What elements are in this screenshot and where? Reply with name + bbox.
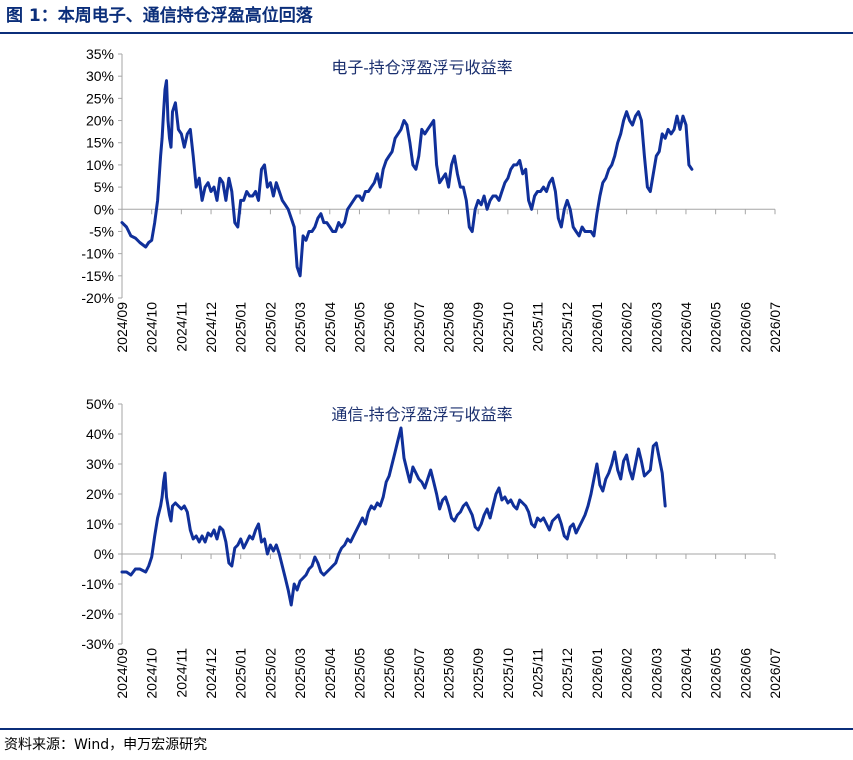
x-tick-label: 2025/06 — [381, 648, 397, 699]
y-tick-label: 0% — [94, 546, 114, 562]
y-tick-label: 25% — [86, 90, 114, 106]
x-tick-label: 2025/08 — [441, 302, 457, 353]
x-tick-label: 2025/04 — [322, 302, 338, 353]
y-tick-label: 20% — [86, 113, 114, 129]
x-tick-label: 2025/05 — [351, 302, 367, 353]
y-tick-label: -15% — [81, 268, 114, 284]
x-tick-label: 2025/06 — [381, 302, 397, 353]
x-tick-label: 2024/11 — [173, 302, 189, 352]
x-tick-label: 2026/06 — [737, 648, 753, 699]
x-tick-label: 2025/11 — [530, 648, 546, 698]
x-tick-label: 2025/12 — [559, 648, 575, 699]
x-tick-label: 2025/07 — [411, 648, 427, 699]
x-tick-label: 2026/02 — [619, 648, 635, 699]
chart-telecom: 通信-持仓浮盈浮亏收益率 -30% -20% -10% 0% 10% 20% 30% 40% 5… — [81, 396, 783, 699]
y-tick-label: -5% — [89, 223, 114, 239]
x-tick-label: 2025/02 — [262, 302, 278, 353]
x-axis: 2024/09 2024/10 2024/11 2024/12 2025/01 2025/… — [114, 208, 783, 353]
chart-electronics: 电子-持仓浮盈浮亏收益率 -20% -15% -10% -5% 0% 5% 10% 15% 20… — [81, 46, 783, 353]
x-tick-label: 2024/10 — [144, 648, 160, 699]
y-tick-label: 20% — [86, 486, 114, 502]
x-tick-label: 2025/08 — [441, 648, 457, 699]
y-tick-label: 10% — [86, 516, 114, 532]
y-tick-label: -20% — [81, 290, 114, 306]
x-tick-label: 2025/10 — [500, 648, 516, 699]
x-tick-label: 2025/07 — [411, 302, 427, 353]
top-rule — [0, 32, 853, 34]
y-tick-label: -30% — [81, 636, 114, 652]
chart-title: 通信-持仓浮盈浮亏收益率 — [331, 406, 512, 424]
x-tick-label: 2026/07 — [767, 648, 783, 699]
y-tick-label: 35% — [86, 46, 114, 62]
x-tick-label: 2026/01 — [589, 302, 605, 353]
x-tick-label: 2025/01 — [233, 302, 249, 353]
y-tick-label: 5% — [94, 179, 114, 195]
x-tick-label: 2025/01 — [233, 648, 249, 699]
x-tick-label: 2025/10 — [500, 302, 516, 353]
y-tick-label: 15% — [86, 135, 114, 151]
y-axis: -20% -15% -10% -5% 0% 5% 10% 15% 20% 25% 30% 35% — [81, 46, 123, 306]
x-tick-label: 2024/09 — [114, 302, 130, 353]
y-tick-label: 10% — [86, 157, 114, 173]
x-tick-label: 2026/04 — [678, 648, 694, 699]
x-tick-label: 2026/01 — [589, 648, 605, 699]
y-tick-label: 30% — [86, 456, 114, 472]
y-tick-label: -10% — [81, 246, 114, 262]
source-note: 资料来源：Wind，申万宏源研究 — [4, 737, 208, 753]
x-tick-label: 2025/04 — [322, 648, 338, 699]
x-tick-label: 2024/11 — [173, 648, 189, 698]
x-tick-label: 2026/03 — [648, 302, 664, 353]
series-line — [120, 79, 694, 278]
y-tick-label: 0% — [94, 201, 114, 217]
y-tick-label: 40% — [86, 426, 114, 442]
x-tick-label: 2026/06 — [737, 302, 753, 353]
y-tick-label: 50% — [86, 396, 114, 412]
x-axis: 2024/09 2024/10 2024/11 2024/12 2025/01 2025/… — [114, 553, 783, 699]
x-tick-label: 2025/03 — [292, 648, 308, 699]
x-tick-label: 2026/05 — [708, 648, 724, 699]
x-tick-label: 2025/05 — [351, 648, 367, 699]
series-line — [120, 426, 667, 607]
x-tick-label: 2025/12 — [559, 302, 575, 353]
figure-title: 图 1：本周电子、通信持仓浮盈高位回落 — [6, 6, 313, 26]
x-tick-label: 2026/07 — [767, 302, 783, 353]
x-tick-label: 2025/09 — [470, 302, 486, 353]
x-tick-label: 2024/09 — [114, 648, 130, 699]
x-tick-label: 2026/03 — [648, 648, 664, 699]
x-tick-label: 2025/03 — [292, 302, 308, 353]
x-tick-label: 2025/11 — [530, 302, 546, 352]
y-tick-label: -10% — [81, 576, 114, 592]
x-tick-label: 2026/04 — [678, 302, 694, 353]
x-tick-label: 2026/05 — [708, 302, 724, 353]
bottom-rule — [0, 728, 853, 730]
x-tick-label: 2025/09 — [470, 648, 486, 699]
x-tick-label: 2024/12 — [203, 648, 219, 699]
x-tick-label: 2024/12 — [203, 302, 219, 353]
y-tick-label: -20% — [81, 606, 114, 622]
x-tick-label: 2025/02 — [262, 648, 278, 699]
y-tick-label: 30% — [86, 68, 114, 84]
x-tick-label: 2026/02 — [619, 302, 635, 353]
chart-title: 电子-持仓浮盈浮亏收益率 — [331, 59, 512, 77]
y-axis: -30% -20% -10% 0% 10% 20% 30% 40% 50% — [81, 396, 123, 652]
x-tick-label: 2024/10 — [144, 302, 160, 353]
